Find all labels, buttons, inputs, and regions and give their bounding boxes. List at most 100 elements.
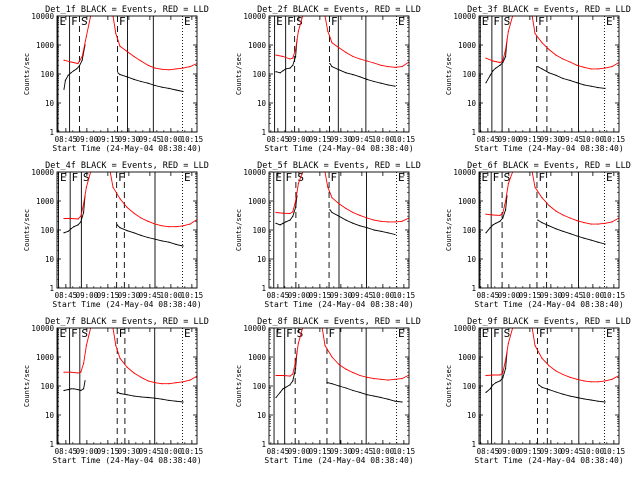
data-point [83,362,85,364]
data-point [495,382,497,384]
x-tick-label: 09:30 [118,447,141,456]
data-point [133,372,135,374]
y-tick-label: 10000 [453,12,476,21]
y-tick-label: 100 [252,226,266,235]
x-tick-label: 09:00 [76,135,99,144]
x-tick-label: 09:00 [498,135,521,144]
x-tick-label: 09:45 [561,135,584,144]
data-point [492,70,494,72]
data-point [352,55,354,58]
series-group [63,328,197,403]
data-point [537,219,539,221]
data-point [548,72,550,74]
data-point [289,212,291,215]
data-point [562,230,564,232]
data-point [492,214,494,216]
plot-frame [268,327,410,445]
data-point [275,54,277,56]
data-point [67,389,69,391]
data-point [611,221,613,223]
data-point [77,389,79,391]
y-tick-label: 1000 [458,353,477,362]
data-point [555,74,557,76]
marker-label: F [493,171,500,184]
data-point [562,373,564,376]
plot-frame [56,171,198,289]
data-point [499,374,501,376]
data-point [83,203,85,205]
x-tick-label: 09:00 [288,291,311,300]
data-point [126,76,128,78]
data-point [189,223,191,225]
chart-panel-1: Det_1f BLACK = Events, RED = LLD 1 10 100 10… [23,5,209,153]
data-point [373,80,375,83]
x-tick-label: 10:15 [181,447,204,456]
data-point [119,227,121,229]
x-axis-label: Start Time (24-May-04 08:38:40) [474,144,623,153]
data-point [576,64,578,66]
data-point [366,60,368,62]
x-tick-label: 09:00 [288,135,311,144]
data-point [583,237,585,239]
x-tick-label: 08:45 [267,291,290,300]
data-point [380,220,382,222]
data-point [175,400,177,402]
data-point [295,200,297,202]
data-point [583,66,585,68]
x-tick-label: 10:15 [181,291,204,300]
data-point [77,62,79,65]
x-tick-label: 09:45 [561,447,584,456]
data-point [275,222,277,224]
data-point [576,82,578,84]
data-point [345,72,347,74]
x-tick-label: 09:00 [76,291,99,300]
marker-label: E [275,171,282,184]
data-point [505,367,507,370]
data-point [534,344,536,347]
data-point [292,64,294,66]
chart-panel-5: Det_5f BLACK = Events, RED = LLD 1 10 100 10… [235,161,421,309]
data-point [507,342,509,344]
y-tick-label: 10000 [243,12,266,21]
data-point [63,88,65,90]
data-point [331,197,333,199]
data-point [534,32,536,35]
x-tick-label: 08:45 [267,135,290,144]
data-point [495,222,497,224]
data-point [275,396,277,399]
data-point [485,374,487,377]
data-point [182,245,184,247]
data-point [597,68,599,70]
data-point [161,225,163,227]
chart-title: Det_8f BLACK = Events, RED = LLD [257,317,421,327]
chart-title: Det_9f BLACK = Events, RED = LLD [467,317,631,327]
data-point [292,215,294,217]
y-tick-label: 100 [462,70,476,79]
marker-label: E [482,327,489,340]
marker-label: S [296,15,303,28]
data-point [387,379,389,381]
y-axis-label: Counts/sec [445,53,453,95]
data-point [366,78,368,80]
data-point [548,389,550,391]
y-axis-label: Counts/sec [235,365,243,407]
data-point [345,219,347,221]
data-point [507,182,509,185]
data-point [576,396,578,399]
data-point [541,357,543,359]
data-point [492,60,494,62]
x-tick-label: 10:15 [393,291,416,300]
data-point [292,373,294,375]
x-axis-label: Start Time (24-May-04 08:38:40) [474,300,623,309]
data-point [562,77,564,80]
data-point [499,380,501,382]
y-tick-label: 1 [49,440,54,449]
chart-title: Det_5f BLACK = Events, RED = LLD [257,161,421,171]
data-point [154,223,156,225]
x-tick-label: 10:00 [160,447,183,456]
y-tick-label: 10 [45,99,55,108]
x-axis-label: Start Time (24-May-04 08:38:40) [264,300,413,309]
series-line-events [485,39,606,89]
data-point [502,61,504,64]
data-point [282,212,284,214]
